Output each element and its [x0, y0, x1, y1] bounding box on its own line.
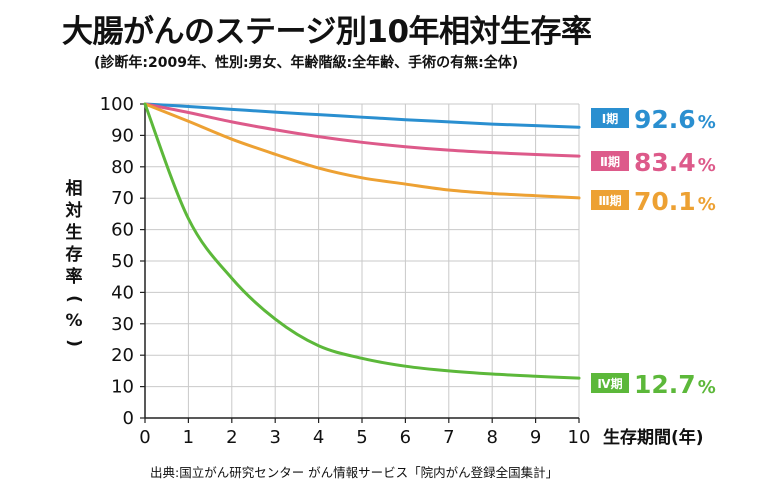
- series-value-label: 92.6%: [634, 105, 716, 134]
- y-tick-label: 80: [111, 157, 134, 178]
- y-axis-label-char: 相: [65, 179, 83, 199]
- series-value-label: 83.4%: [634, 148, 716, 177]
- y-axis-label-char: 生: [65, 223, 83, 243]
- y-tick-label: 70: [111, 188, 134, 209]
- y-axis-label-char: %: [65, 311, 83, 331]
- y-axis-label-char: 対: [65, 201, 83, 221]
- series-badge-label: Ⅳ期: [597, 376, 622, 391]
- series-badge-label: Ⅲ期: [598, 193, 621, 208]
- chart-title: 大腸がんのステージ別10年相対生存率: [62, 14, 592, 50]
- series-badge-4: [591, 373, 629, 393]
- series-line-2: [143, 102, 581, 158]
- y-axis-label-char: 存: [65, 245, 83, 265]
- x-tick-label: 9: [530, 427, 541, 448]
- series-value-label: 12.7%: [634, 370, 716, 399]
- x-tick-label: 7: [443, 427, 454, 448]
- series-line-1: [143, 102, 581, 129]
- x-tick-label: 2: [226, 427, 237, 448]
- x-tick-label: 6: [400, 427, 411, 448]
- y-tick-label: 50: [111, 251, 134, 272]
- x-tick-label: 5: [356, 427, 367, 448]
- x-tick-label: 10: [568, 427, 591, 448]
- series-badge-2: [591, 151, 629, 171]
- y-tick-label: 40: [111, 282, 134, 303]
- y-tick-label: 10: [111, 377, 134, 398]
- series-value-label: 70.1%: [634, 187, 716, 216]
- y-tick-label: 30: [111, 314, 134, 335]
- series-badge-1: [591, 108, 629, 128]
- y-tick-label: 0: [123, 408, 134, 429]
- x-tick-label: 4: [313, 427, 324, 448]
- chart-subtitle: (診断年:2009年、性別:男女、年齢階級:全年齢、手術の有無:全体): [94, 55, 519, 71]
- x-axis-label: 生存期間(年): [603, 427, 704, 448]
- series-line-3: [143, 102, 581, 200]
- y-tick-label: 100: [100, 94, 134, 115]
- series-line-4: [143, 102, 581, 380]
- y-tick-label: 90: [111, 125, 134, 146]
- series-badge-3: [591, 190, 629, 210]
- y-tick-label: 20: [111, 345, 134, 366]
- x-tick-label: 0: [139, 427, 150, 448]
- x-tick-label: 1: [183, 427, 194, 448]
- x-tick-label: 3: [269, 427, 280, 448]
- y-tick-label: 60: [111, 220, 134, 241]
- series-badge-label: Ⅰ期: [602, 111, 618, 126]
- series-badge-label: Ⅱ期: [600, 154, 620, 169]
- x-tick-label: 8: [486, 427, 497, 448]
- chart-source: 出典:国立がん研究センター がん情報サービス「院内がん登録全国集計」: [150, 465, 559, 480]
- y-axis-label: 相対生存率(%): [63, 178, 85, 354]
- y-axis-label-char: 率: [65, 267, 83, 287]
